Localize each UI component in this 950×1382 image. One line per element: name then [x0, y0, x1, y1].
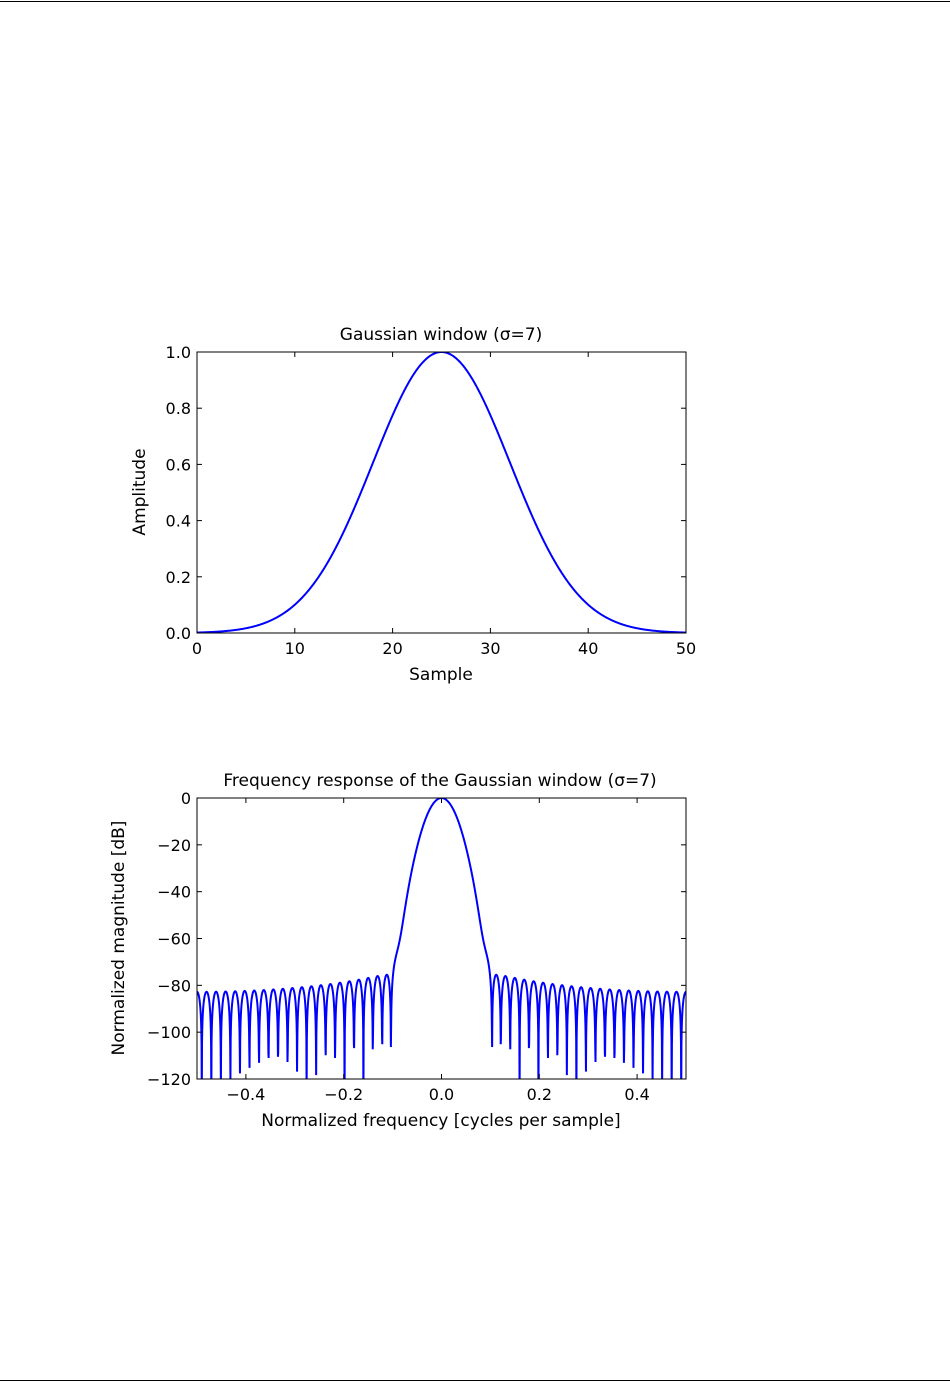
y-axis-label: Normalized magnitude [dB] [109, 821, 129, 1056]
plot-frame [196, 351, 687, 634]
page-bottom-rule [0, 1380, 950, 1381]
x-tick-label: 0 [192, 639, 202, 658]
y-tick-label: 1.0 [166, 343, 191, 362]
series-line-window [197, 352, 686, 633]
series-line-response [197, 798, 686, 1079]
y-tick-label: −40 [157, 883, 191, 902]
x-tick-label: 0.0 [429, 1085, 454, 1104]
y-tick-label: −120 [147, 1070, 191, 1089]
gaussian-window-chart: Gaussian window (σ=7) 0 10 20 30 40 50 0.0 0.2 0… [130, 325, 696, 685]
x-tick-label: 10 [285, 639, 305, 658]
y-axis-label: Amplitude [130, 448, 150, 535]
page-top-rule [0, 1, 950, 2]
x-axis-label: Sample [409, 665, 473, 685]
plot-frame [196, 797, 687, 1080]
x-tick-label: 30 [480, 639, 500, 658]
x-tick-label: −0.2 [324, 1085, 363, 1104]
y-tick-label: 0.4 [166, 512, 191, 531]
x-tick-label: 0.4 [624, 1085, 649, 1104]
chart-title: Frequency response of the Gaussian windo… [223, 771, 656, 791]
x-axis-label: Normalized frequency [cycles per sample] [261, 1111, 620, 1131]
y-tick-label: 0.8 [166, 399, 191, 418]
x-tick-label: 0.2 [527, 1085, 552, 1104]
y-tick-label: 0.2 [166, 568, 191, 587]
y-tick-label: −20 [157, 836, 191, 855]
x-tick-label: 50 [676, 639, 696, 658]
x-tick-label: 40 [578, 639, 598, 658]
chart-title: Gaussian window (σ=7) [340, 325, 542, 345]
y-tick-label: 0.6 [166, 455, 191, 474]
y-tick-label: 0.0 [166, 624, 191, 643]
y-tick-label: −100 [147, 1023, 191, 1042]
y-tick-label: 0 [181, 789, 191, 808]
frequency-response-chart: Frequency response of the Gaussian windo… [109, 771, 687, 1131]
x-tick-label: 20 [382, 639, 402, 658]
y-tick-label: −60 [157, 930, 191, 949]
y-tick-label: −80 [157, 976, 191, 995]
x-tick-label: −0.4 [226, 1085, 265, 1104]
